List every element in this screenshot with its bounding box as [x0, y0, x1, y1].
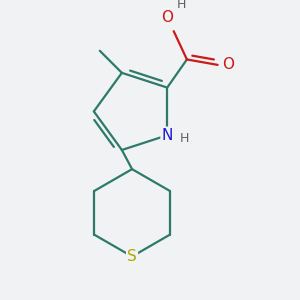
Text: O: O [223, 57, 235, 72]
Text: H: H [177, 0, 186, 11]
Text: S: S [127, 249, 137, 264]
Text: O: O [161, 10, 173, 25]
Text: H: H [180, 132, 189, 145]
Text: N: N [161, 128, 173, 143]
